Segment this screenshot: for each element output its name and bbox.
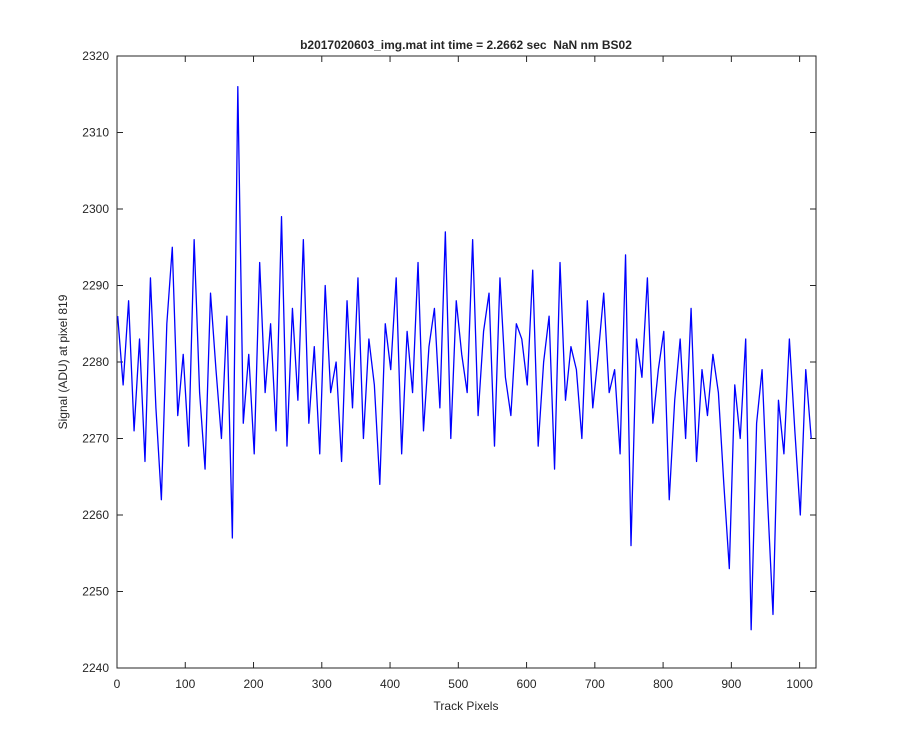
y-tick-label: 2280 bbox=[82, 355, 109, 369]
x-tick-label: 700 bbox=[585, 677, 605, 691]
y-tick-label: 2300 bbox=[82, 202, 109, 216]
x-tick-label: 300 bbox=[312, 677, 332, 691]
y-tick-label: 2250 bbox=[82, 585, 109, 599]
x-tick-label: 100 bbox=[175, 677, 195, 691]
x-tick-label: 200 bbox=[244, 677, 264, 691]
x-axis-label: Track Pixels bbox=[434, 699, 499, 713]
x-tick-label: 800 bbox=[653, 677, 673, 691]
x-tick-label: 1000 bbox=[786, 677, 813, 691]
x-tick-label: 400 bbox=[380, 677, 400, 691]
y-tick-label: 2290 bbox=[82, 279, 109, 293]
y-tick-label: 2240 bbox=[82, 661, 109, 675]
y-tick-label: 2260 bbox=[82, 508, 109, 522]
x-tick-label: 0 bbox=[114, 677, 121, 691]
y-tick-label: 2310 bbox=[82, 126, 109, 140]
y-tick-label: 2320 bbox=[82, 49, 109, 63]
y-tick-label: 2270 bbox=[82, 432, 109, 446]
x-tick-label: 500 bbox=[448, 677, 468, 691]
x-tick-label: 900 bbox=[721, 677, 741, 691]
chart-title: b2017020603_img.mat int time = 2.2662 se… bbox=[300, 38, 632, 52]
y-axis-label: Signal (ADU) at pixel 819 bbox=[56, 294, 70, 429]
data-line bbox=[117, 85, 812, 631]
x-tick-label: 600 bbox=[517, 677, 537, 691]
